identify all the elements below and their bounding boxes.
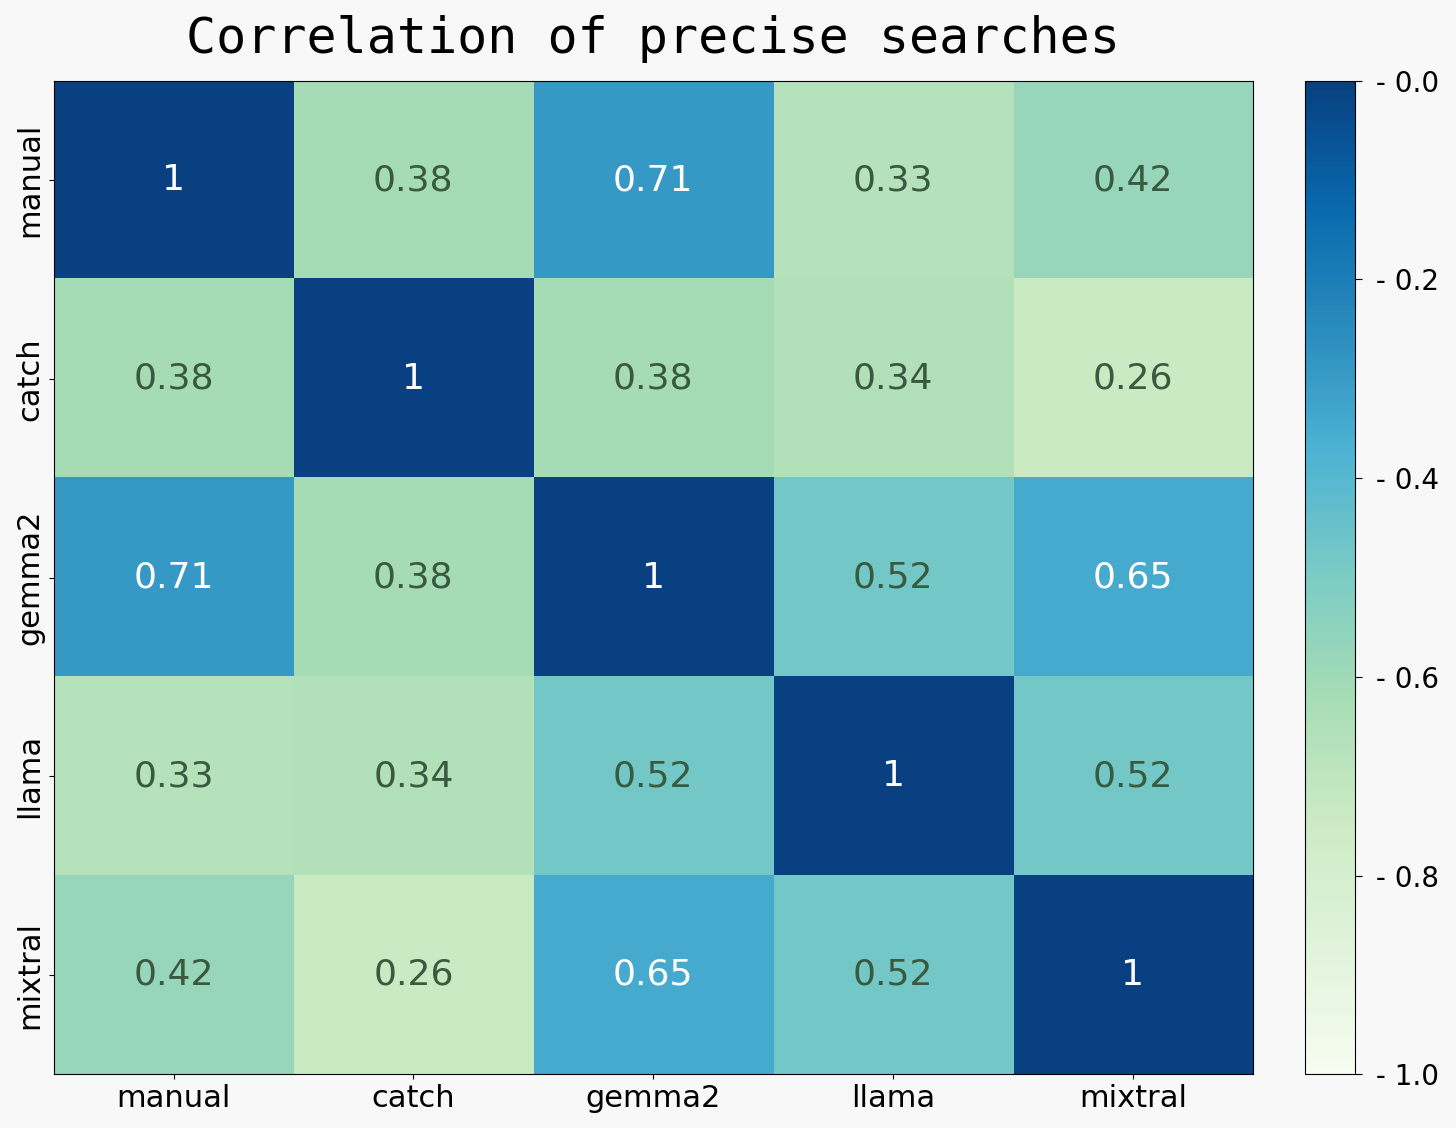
Text: 0.33: 0.33: [853, 164, 933, 197]
Text: 0.71: 0.71: [613, 164, 693, 197]
Text: 0.42: 0.42: [134, 958, 214, 992]
Text: 0.26: 0.26: [373, 958, 454, 992]
Title: Correlation of precise searches: Correlation of precise searches: [186, 15, 1120, 63]
Text: 0.38: 0.38: [373, 561, 454, 594]
Text: 1: 1: [642, 561, 665, 594]
Text: 1: 1: [1121, 958, 1144, 992]
Text: 0.52: 0.52: [853, 561, 933, 594]
Text: 1: 1: [881, 759, 904, 793]
Text: 0.34: 0.34: [373, 759, 454, 793]
Text: 0.52: 0.52: [613, 759, 693, 793]
Text: 0.52: 0.52: [1092, 759, 1174, 793]
Text: 0.33: 0.33: [134, 759, 214, 793]
Text: 0.42: 0.42: [1092, 164, 1174, 197]
Text: 0.34: 0.34: [853, 362, 933, 396]
Text: 0.38: 0.38: [134, 362, 214, 396]
Text: 1: 1: [162, 164, 185, 197]
Text: 1: 1: [402, 362, 425, 396]
Text: 0.38: 0.38: [373, 164, 454, 197]
Text: 0.26: 0.26: [1092, 362, 1174, 396]
Text: 0.71: 0.71: [134, 561, 214, 594]
Text: 0.38: 0.38: [613, 362, 693, 396]
Text: 0.65: 0.65: [1092, 561, 1174, 594]
Text: 0.52: 0.52: [853, 958, 933, 992]
Text: 0.65: 0.65: [613, 958, 693, 992]
